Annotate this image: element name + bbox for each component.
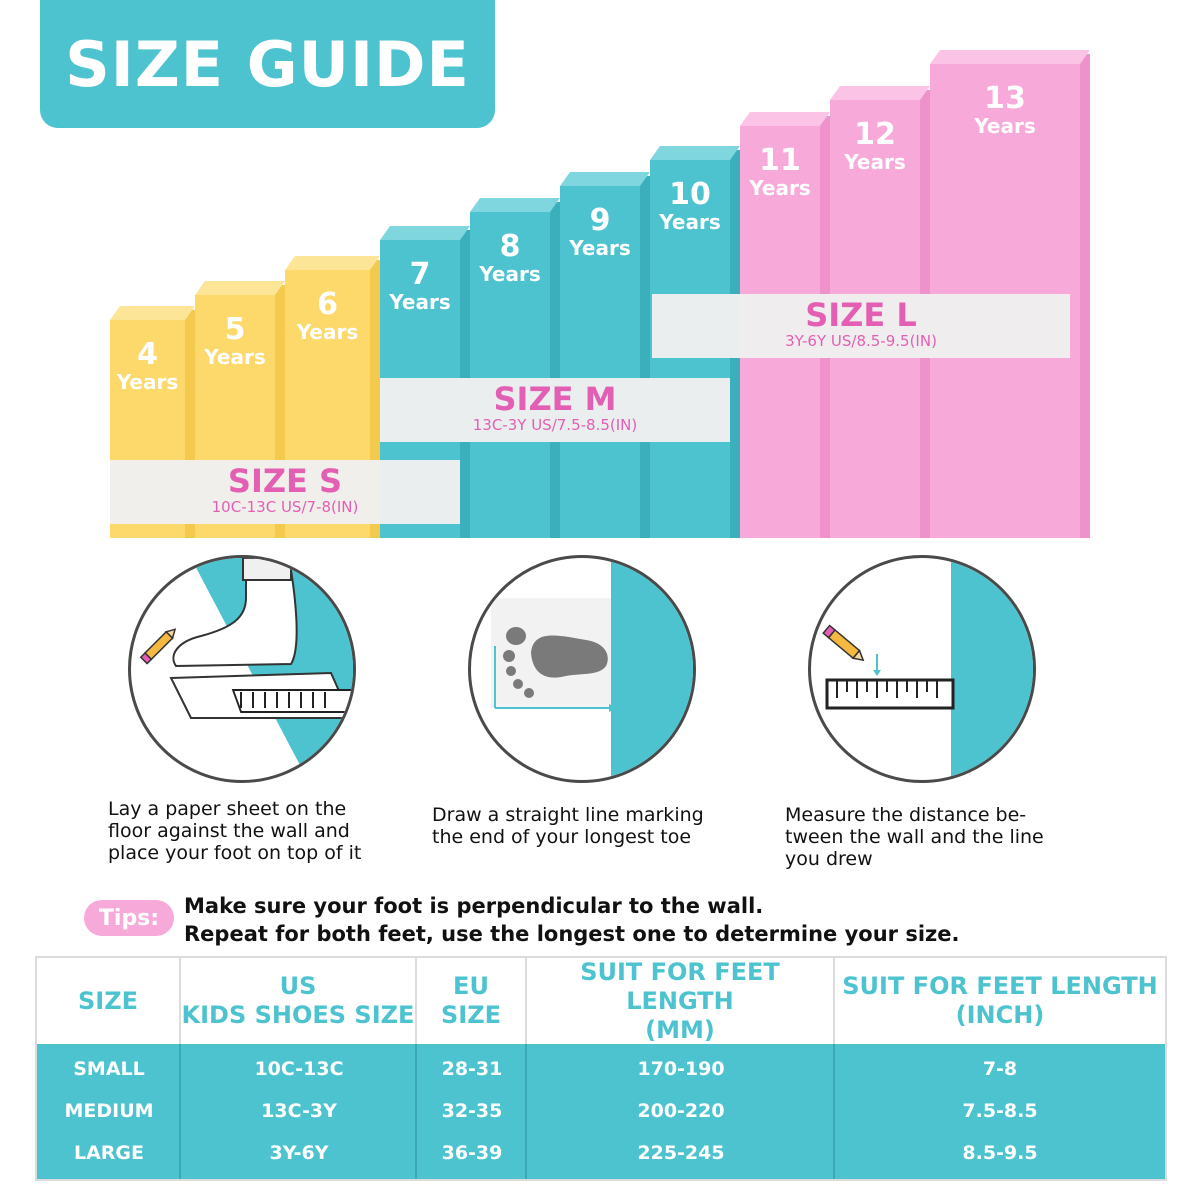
age-number: 4	[137, 337, 158, 372]
table-cell: 200-220	[637, 1100, 725, 1122]
table-cell: 28-31	[441, 1058, 503, 1080]
table-cell: 225-245	[637, 1142, 725, 1164]
size-s-label: SIZE S	[227, 462, 343, 500]
size-s-range: 10C-13C US/7-8(IN)	[211, 498, 359, 517]
title-banner: SIZE GUIDE	[40, 0, 495, 128]
table-cell: LARGE	[73, 1142, 145, 1164]
table-cell: 7.5-8.5	[962, 1100, 1038, 1122]
size-l-label: SIZE L	[805, 296, 917, 334]
age-number: 5	[224, 312, 246, 347]
age-unit: Years	[749, 176, 811, 200]
footprint-icon	[491, 558, 693, 780]
page-title: SIZE GUIDE	[65, 27, 470, 101]
table-cell: 7-8	[982, 1058, 1018, 1080]
step-2-circle	[468, 555, 696, 783]
age-number: 11	[759, 143, 801, 178]
age-label-13: 13 Years	[930, 81, 1080, 138]
ruler-icon	[822, 558, 1033, 780]
age-label-6: 6 Years	[285, 287, 370, 344]
age-unit: Years	[479, 262, 541, 286]
size-m-label: SIZE M	[493, 380, 617, 418]
table-header-0: SIZE	[37, 958, 181, 1044]
column-divider	[179, 1044, 181, 1179]
age-unit: Years	[204, 345, 266, 369]
age-bar-8: 8 Years	[470, 198, 560, 538]
size-l-range: 3Y-6Y US/8.5-9.5(IN)	[785, 332, 937, 351]
step-3-circle	[808, 555, 1036, 783]
table-cell: 8.5-9.5	[962, 1142, 1038, 1164]
age-label-9: 9 Years	[560, 203, 640, 260]
age-label-5: 5 Years	[195, 312, 275, 369]
column-divider	[833, 1044, 835, 1179]
table-cell: 10C-13C	[254, 1058, 344, 1080]
tips-line-1: Make sure your foot is perpendicular to …	[184, 894, 764, 918]
size-l-band: SIZE L 3Y-6Y US/8.5-9.5(IN)	[652, 294, 1070, 358]
age-label-12: 12 Years	[830, 117, 920, 174]
age-label-8: 8 Years	[470, 229, 550, 286]
age-label-10: 10 Years	[650, 177, 730, 234]
age-bar-9: 9 Years	[560, 172, 650, 538]
column-divider	[415, 1044, 417, 1179]
table-cell: 170-190	[637, 1058, 725, 1080]
table-body	[37, 1044, 1165, 1179]
age-unit: Years	[296, 320, 359, 344]
age-number: 9	[589, 203, 611, 238]
step-1-circle	[128, 555, 356, 783]
age-unit: Years	[116, 370, 179, 394]
age-unit: Years	[974, 114, 1036, 138]
size-m-range: 13C-3Y US/7.5-8.5(IN)	[472, 416, 638, 435]
step-2-text: Draw a straight line marking the end of …	[432, 804, 704, 848]
age-label-7: 7 Years	[380, 257, 460, 314]
step-1-text: Lay a paper sheet on the floor against t…	[108, 798, 362, 864]
age-number: 8	[499, 229, 521, 264]
table-cell: SMALL	[73, 1058, 145, 1080]
age-number: 10	[669, 177, 711, 212]
size-table: SIZE US KIDS SHOES SIZE EU SIZE SUIT FOR FE…	[35, 956, 1167, 1181]
table-cell: 32-35	[441, 1100, 503, 1122]
tips-line-2: Repeat for both feet, use the longest on…	[184, 922, 960, 946]
step-3-text: Measure the distance be- tween the wall …	[785, 804, 1044, 870]
size-s-band: SIZE S 10C-13C US/7-8(IN)	[110, 460, 460, 524]
table-header-4: SUIT FOR FEET LENGTH (INCH)	[835, 958, 1165, 1044]
table-header-1: US KIDS SHOES SIZE	[181, 958, 417, 1044]
table-cell: 3Y-6Y	[269, 1142, 329, 1164]
table-cell: 13C-3Y	[261, 1100, 337, 1122]
table-header-2: EU SIZE	[417, 958, 527, 1044]
age-number: 13	[984, 81, 1026, 116]
age-number: 7	[409, 257, 431, 292]
age-unit: Years	[569, 236, 631, 260]
age-unit: Years	[659, 210, 721, 234]
column-divider	[525, 1044, 527, 1179]
size-m-band: SIZE M 13C-3Y US/7.5-8.5(IN)	[380, 378, 730, 442]
age-label-4: 4 Years	[110, 337, 185, 394]
age-unit: Years	[389, 290, 451, 314]
foot-on-paper-icon	[139, 558, 353, 780]
tips-badge: Tips:	[84, 900, 174, 936]
age-number: 6	[317, 287, 338, 322]
table-cell: MEDIUM	[64, 1100, 154, 1122]
age-number: 12	[854, 117, 896, 152]
age-label-11: 11 Years	[740, 143, 820, 200]
table-cell: 36-39	[441, 1142, 503, 1164]
table-header-3: SUIT FOR FEET LENGTH (MM)	[527, 958, 835, 1044]
age-unit: Years	[844, 150, 906, 174]
